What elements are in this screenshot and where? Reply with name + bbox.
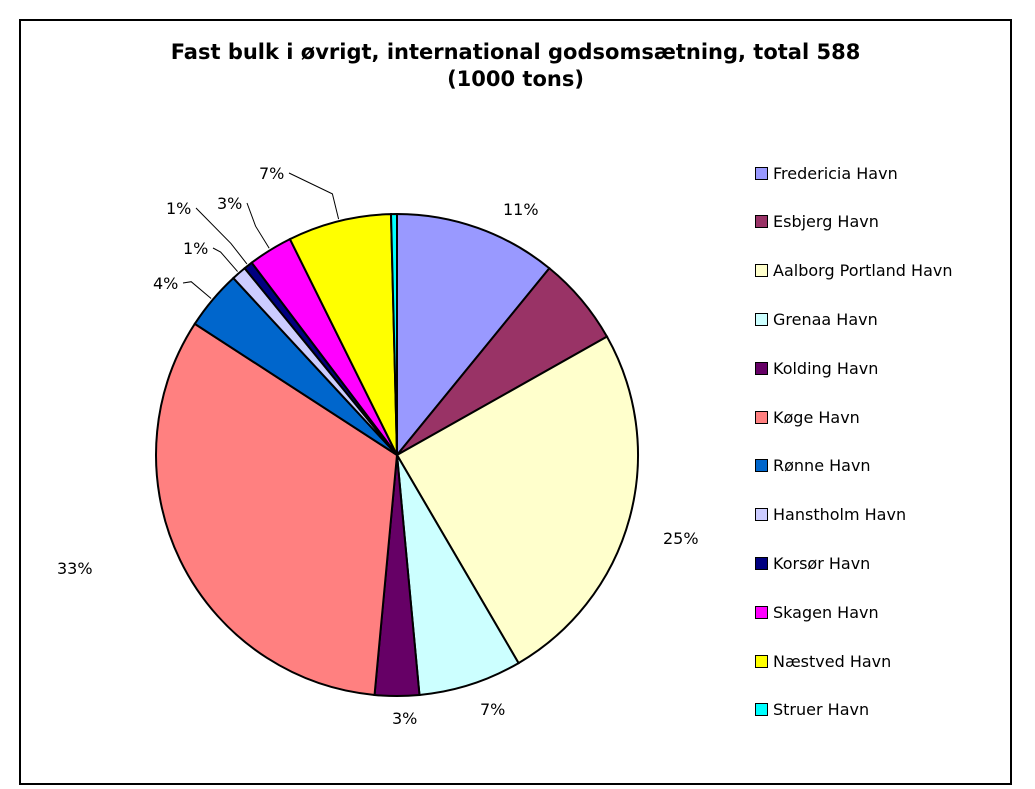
leader-line-naestved-havn: [289, 173, 339, 219]
legend-swatch-aalborg-portland-havn: [755, 264, 768, 277]
legend-label-skagen-havn: Skagen Havn: [773, 603, 879, 622]
legend-swatch-grenaa-havn: [755, 313, 768, 326]
legend-label-esbjerg-havn: Esbjerg Havn: [773, 212, 879, 231]
legend-swatch-naestved-havn: [755, 655, 768, 668]
legend-label-naestved-havn: Næstved Havn: [773, 652, 891, 671]
data-label-fredericia-havn: 11%: [503, 200, 539, 219]
legend-label-struer-havn: Struer Havn: [773, 700, 869, 719]
legend-swatch-fredericia-havn: [755, 167, 768, 180]
legend: Fredericia Havn Esbjerg Havn Aalborg Portl…: [755, 161, 1015, 746]
data-label-korsoer-havn: 1%: [166, 199, 191, 218]
data-label-skagen-havn: 3%: [217, 194, 242, 213]
legend-label-grenaa-havn: Grenaa Havn: [773, 310, 878, 329]
legend-swatch-koege-havn: [755, 411, 768, 424]
legend-item-koege-havn: Køge Havn: [755, 405, 1015, 429]
legend-swatch-korsoer-havn: [755, 557, 768, 570]
chart-frame: Fast bulk i øvrigt, international godsom…: [19, 19, 1012, 785]
data-label-aalborg-portland-havn: 25%: [663, 529, 699, 548]
legend-item-struer-havn: Struer Havn: [755, 698, 1015, 722]
legend-label-aalborg-portland-havn: Aalborg Portland Havn: [773, 261, 952, 280]
legend-swatch-skagen-havn: [755, 606, 768, 619]
legend-swatch-hanstholm-havn: [755, 508, 768, 521]
legend-item-roenne-havn: Rønne Havn: [755, 454, 1015, 478]
leader-line-roenne-havn: [183, 282, 211, 299]
data-label-hanstholm-havn: 1%: [183, 239, 208, 258]
legend-label-koege-havn: Køge Havn: [773, 408, 860, 427]
legend-swatch-kolding-havn: [755, 362, 768, 375]
legend-item-hanstholm-havn: Hanstholm Havn: [755, 502, 1015, 526]
legend-item-grenaa-havn: Grenaa Havn: [755, 307, 1015, 331]
legend-item-fredericia-havn: Fredericia Havn: [755, 161, 1015, 185]
legend-item-aalborg-portland-havn: Aalborg Portland Havn: [755, 259, 1015, 283]
legend-swatch-struer-havn: [755, 703, 768, 716]
legend-item-korsoer-havn: Korsør Havn: [755, 551, 1015, 575]
legend-item-naestved-havn: Næstved Havn: [755, 649, 1015, 673]
leader-line-hanstholm-havn: [213, 248, 238, 272]
data-label-kolding-havn: 3%: [392, 709, 417, 728]
data-label-roenne-havn: 4%: [153, 274, 178, 293]
legend-item-skagen-havn: Skagen Havn: [755, 600, 1015, 624]
legend-swatch-esbjerg-havn: [755, 215, 768, 228]
legend-item-esbjerg-havn: Esbjerg Havn: [755, 210, 1015, 234]
legend-label-hanstholm-havn: Hanstholm Havn: [773, 505, 906, 524]
legend-label-korsoer-havn: Korsør Havn: [773, 554, 870, 573]
legend-swatch-roenne-havn: [755, 459, 768, 472]
legend-label-fredericia-havn: Fredericia Havn: [773, 164, 898, 183]
data-label-koege-havn: 33%: [57, 559, 93, 578]
legend-label-kolding-havn: Kolding Havn: [773, 359, 878, 378]
legend-item-kolding-havn: Kolding Havn: [755, 356, 1015, 380]
legend-label-roenne-havn: Rønne Havn: [773, 456, 871, 475]
data-label-naestved-havn: 7%: [259, 164, 284, 183]
data-label-grenaa-havn: 7%: [480, 700, 505, 719]
leader-line-skagen-havn: [247, 203, 269, 248]
